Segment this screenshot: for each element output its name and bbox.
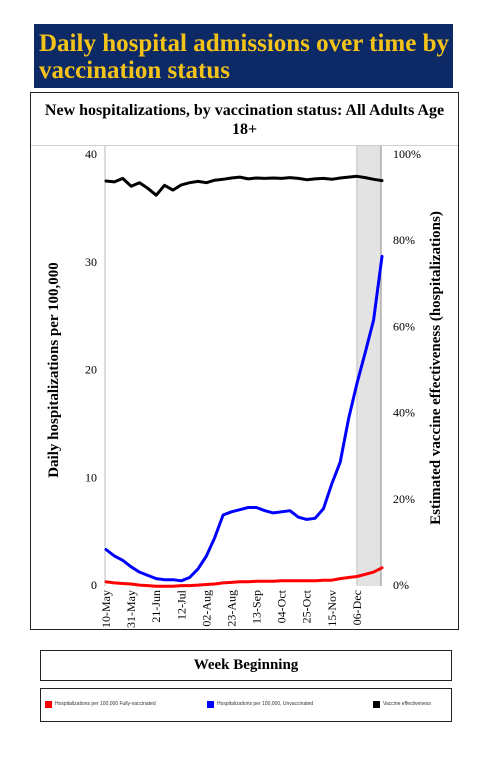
y-right-tick-label: 100%	[393, 147, 421, 161]
legend-swatch	[45, 700, 52, 708]
y-right-tick-label: 60%	[393, 319, 415, 333]
x-tick-label: 06-Dec	[350, 590, 364, 625]
x-tick-label: 10-May	[99, 590, 113, 628]
chart-legend: Hospitalizations per 100,000 Fully-vacci…	[40, 688, 452, 722]
y-tick-label: 20	[85, 363, 97, 377]
chart-title: New hospitalizations, by vaccination sta…	[44, 102, 445, 138]
legend-item: Hospitalizations per 100,000 Fully-vacci…	[45, 699, 156, 709]
legend-label: Vaccine effectiveness	[383, 701, 431, 707]
x-tick-label: 13-Sep	[250, 590, 264, 624]
series-line-3	[104, 174, 384, 197]
y-tick-label: 30	[85, 255, 97, 269]
title-divider	[31, 145, 458, 146]
series-line-2	[104, 254, 384, 583]
y-tick-label: 40	[85, 147, 97, 161]
y-right-axis-title: Estimated vaccine effectiveness (hospita…	[428, 211, 444, 525]
series-line-1	[104, 566, 384, 588]
legend-swatch	[373, 700, 380, 708]
y-tick-label: 0	[91, 578, 97, 592]
x-tick-label: 12-Jul	[174, 589, 188, 620]
top-strip	[0, 0, 499, 22]
x-tick-label: 15-Nov	[325, 590, 339, 627]
y-axis-title: Daily hospitalizations per 100,000	[46, 262, 62, 478]
x-tick-label: 04-Oct	[275, 589, 289, 623]
y-right-tick-label: 40%	[393, 406, 415, 420]
y-right-tick-label: 20%	[393, 492, 415, 506]
y-tick-label: 10	[85, 470, 97, 484]
x-tick-label: 31-May	[124, 590, 138, 628]
legend-item: Hospitalizations per 100,000, Unvaccinat…	[207, 699, 313, 709]
x-axis-title: Week Beginning	[40, 650, 452, 681]
legend-label: Hospitalizations per 100,000, Unvaccinat…	[217, 701, 314, 707]
chart-panel: New hospitalizations, by vaccination sta…	[30, 92, 459, 630]
legend-swatch	[207, 700, 214, 708]
x-tick-label: 02-Aug	[199, 590, 213, 627]
legend-label: Hospitalizations per 100,000 Fully-vacci…	[55, 701, 156, 707]
legend-item: Vaccine effectiveness	[373, 699, 431, 709]
y-right-tick-label: 0%	[393, 578, 409, 592]
page-title: Daily hospital admissions over time by v…	[34, 24, 453, 88]
y-right-tick-label: 80%	[393, 233, 415, 247]
chart-plot-area: 0 10 20 30 40 0% 20% 40% 60% 80% 100% Daily hospita…	[46, 146, 444, 628]
x-tick-label: 23-Aug	[224, 590, 238, 627]
x-tick-label: 25-Oct	[300, 589, 314, 623]
x-tick-label: 21-Jun	[149, 590, 163, 623]
